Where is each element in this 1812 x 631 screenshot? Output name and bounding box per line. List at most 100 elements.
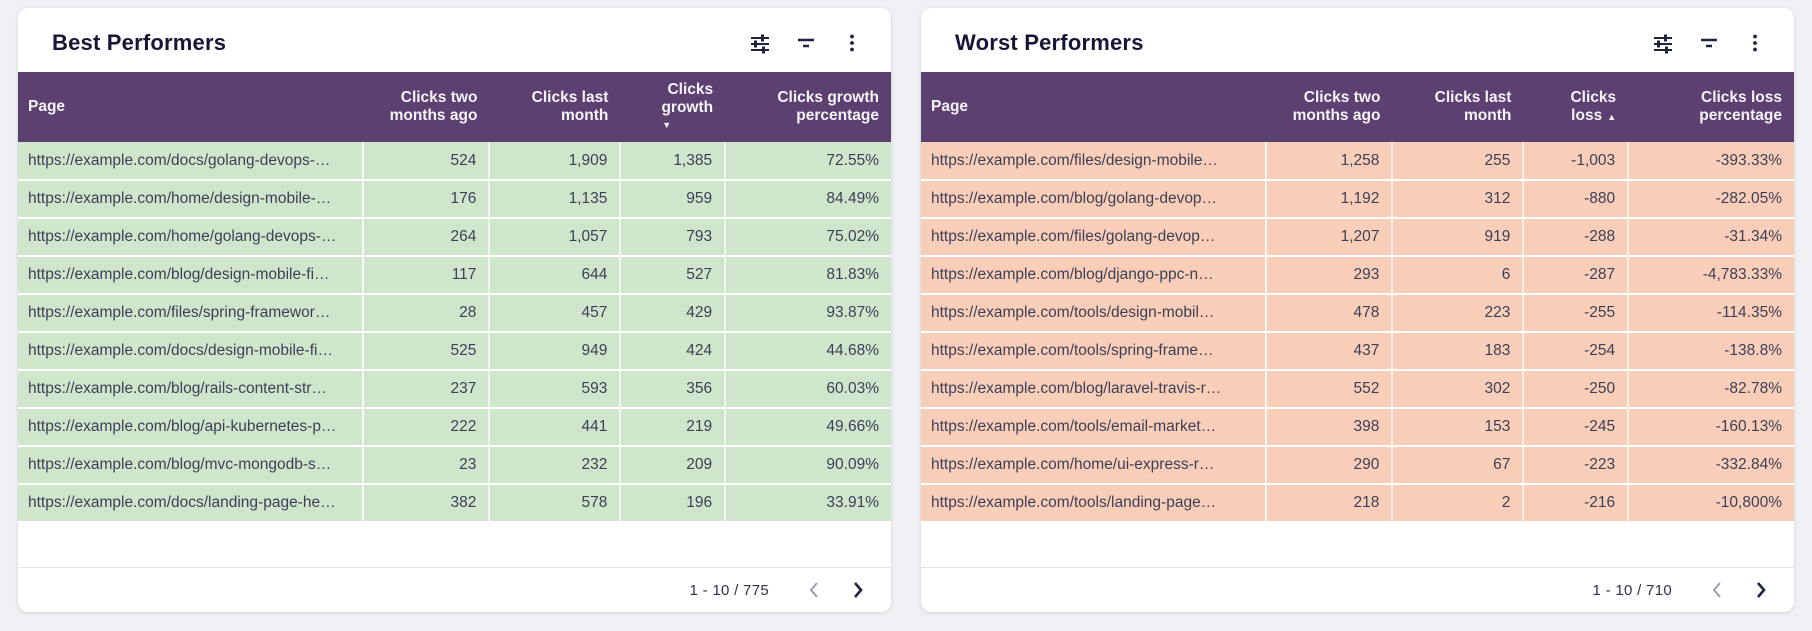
filter-icon[interactable] [795, 32, 817, 54]
cell-value: -250 [1523, 370, 1630, 409]
cell-page: https://example.com/docs/golang-devops-… [18, 142, 364, 181]
table-row: https://example.com/files/design-mobile…… [921, 142, 1794, 181]
cell-value: 441 [489, 408, 622, 447]
column-header-clicks-loss[interactable]: Clicks loss ▲ [1523, 72, 1629, 142]
table-row: https://example.com/blog/mvc-mongodb-s… 2… [18, 446, 891, 485]
cell-page: https://example.com/blog/mvc-mongodb-s… [18, 446, 364, 485]
cell-value: -282.05% [1628, 180, 1794, 219]
cell-value: 60.03% [725, 370, 891, 409]
column-header-clicks-last-month[interactable]: Clicks last month [489, 72, 621, 142]
cell-page: https://example.com/tools/landing-page… [921, 484, 1267, 523]
table-row: https://example.com/files/spring-framewo… [18, 294, 891, 333]
cell-value: 84.49% [725, 180, 891, 219]
cell-value: 196 [620, 484, 727, 523]
cell-value: 552 [1265, 370, 1394, 409]
cell-value: 219 [620, 408, 727, 447]
cell-value: -288 [1523, 218, 1630, 257]
cell-value: -31.34% [1628, 218, 1794, 257]
tune-icon[interactable] [749, 32, 771, 54]
cell-page: https://example.com/files/design-mobile… [921, 142, 1267, 181]
column-header-clicks-loss-percentage[interactable]: Clicks loss percentage [1628, 72, 1794, 142]
pagination-bar: 1 - 10 / 775 [18, 567, 891, 612]
cell-value: 75.02% [725, 218, 891, 257]
filter-icon[interactable] [1698, 32, 1720, 54]
cell-value: 28 [362, 294, 491, 333]
cell-value: -255 [1523, 294, 1630, 333]
cell-value: 382 [362, 484, 491, 523]
cell-page: https://example.com/home/ui-express-r… [921, 446, 1267, 485]
table-row: https://example.com/blog/rails-content-s… [18, 370, 891, 409]
cell-value: -114.35% [1628, 294, 1794, 333]
table-row: https://example.com/docs/design-mobile-f… [18, 332, 891, 371]
cell-value: -223 [1523, 446, 1630, 485]
cell-page: https://example.com/files/golang-devop… [921, 218, 1267, 257]
pagination-prev-button[interactable] [1710, 581, 1724, 599]
cell-value: 209 [620, 446, 727, 485]
cell-page: https://example.com/tools/design-mobil… [921, 294, 1267, 333]
cell-value: 33.91% [725, 484, 891, 523]
cell-value: 356 [620, 370, 727, 409]
cell-page: https://example.com/tools/email-market… [921, 408, 1267, 447]
column-header-page[interactable]: Page [921, 72, 1266, 142]
more-vert-icon[interactable] [841, 32, 863, 54]
cell-page: https://example.com/home/golang-devops-… [18, 218, 364, 257]
table-row: https://example.com/home/ui-express-r… 29… [921, 446, 1794, 485]
table-row: https://example.com/home/design-mobile-…… [18, 180, 891, 219]
cell-value: 1,207 [1265, 218, 1394, 257]
dashboard: Best Performers Page Clicks two months ag… [18, 8, 1794, 612]
table-header-row: Page Clicks two months ago Clicks last mon… [18, 72, 891, 142]
sort-arrow-icon: ▲ [1607, 112, 1617, 122]
cell-page: https://example.com/blog/django-ppc-n… [921, 256, 1267, 295]
table-row: https://example.com/tools/email-market… 3… [921, 408, 1794, 447]
cell-value: -160.13% [1628, 408, 1794, 447]
cell-value: 255 [1392, 142, 1525, 181]
cell-value: 578 [489, 484, 622, 523]
cell-value: -245 [1523, 408, 1630, 447]
cell-page: https://example.com/home/design-mobile-… [18, 180, 364, 219]
cell-value: 117 [362, 256, 491, 295]
cell-value: -4,783.33% [1628, 256, 1794, 295]
cell-value: 429 [620, 294, 727, 333]
cell-value: 1,135 [489, 180, 622, 219]
pagination-bar: 1 - 10 / 710 [921, 567, 1794, 612]
cell-value: 218 [1265, 484, 1394, 523]
cell-value: -254 [1523, 332, 1630, 371]
cell-value: 793 [620, 218, 727, 257]
pagination-range: 1 - 10 / 775 [689, 581, 769, 599]
cell-value: 437 [1265, 332, 1394, 371]
cell-value: -10,800% [1628, 484, 1794, 523]
column-header-page[interactable]: Page [18, 72, 363, 142]
pagination-next-button[interactable] [1754, 581, 1768, 599]
cell-value: -880 [1523, 180, 1630, 219]
more-vert-icon[interactable] [1744, 32, 1766, 54]
cell-value: 49.66% [725, 408, 891, 447]
pagination-prev-button[interactable] [807, 581, 821, 599]
cell-value: 222 [362, 408, 491, 447]
column-header-clicks-two-months-ago[interactable]: Clicks two months ago [1265, 72, 1393, 142]
cell-value: 593 [489, 370, 622, 409]
cell-page: https://example.com/blog/design-mobile-f… [18, 256, 364, 295]
cell-value: 23 [362, 446, 491, 485]
card-header: Worst Performers [921, 8, 1794, 72]
cell-value: -1,003 [1523, 142, 1630, 181]
cell-value: 959 [620, 180, 727, 219]
cell-value: -393.33% [1628, 142, 1794, 181]
cell-value: 457 [489, 294, 622, 333]
table-row: https://example.com/blog/api-kubernetes-… [18, 408, 891, 447]
cell-value: 1,258 [1265, 142, 1394, 181]
tune-icon[interactable] [1652, 32, 1674, 54]
cell-value: 527 [620, 256, 727, 295]
column-header-clicks-two-months-ago[interactable]: Clicks two months ago [362, 72, 490, 142]
cell-value: 919 [1392, 218, 1525, 257]
table-header-row: Page Clicks two months ago Clicks last mon… [921, 72, 1794, 142]
table-row: https://example.com/tools/spring-frame… 4… [921, 332, 1794, 371]
table-row: https://example.com/files/golang-devop… 1… [921, 218, 1794, 257]
column-header-clicks-growth[interactable]: Clicks growth ▼ [620, 72, 726, 142]
cell-value: 6 [1392, 256, 1525, 295]
cell-value: 398 [1265, 408, 1394, 447]
cell-value: 1,057 [489, 218, 622, 257]
card-header: Best Performers [18, 8, 891, 72]
column-header-clicks-growth-percentage[interactable]: Clicks growth percentage [725, 72, 891, 142]
column-header-clicks-last-month[interactable]: Clicks last month [1392, 72, 1524, 142]
pagination-next-button[interactable] [851, 581, 865, 599]
